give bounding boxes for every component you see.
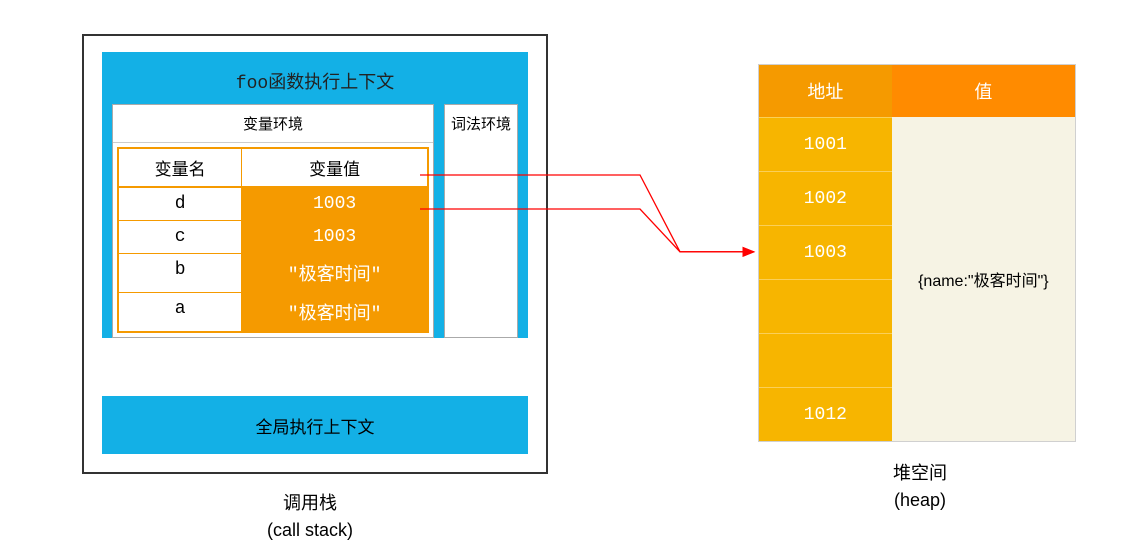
heap-header-value: 值 [892, 65, 1075, 117]
var-value: "极客时间" [242, 253, 427, 292]
callstack-caption-en: (call stack) [210, 517, 410, 544]
lexical-environment: 词法环境 [444, 104, 518, 338]
variable-environment: 变量环境 变量名 变量值 d 1003 c 1003 [112, 104, 434, 338]
heap-header-addr: 地址 [759, 65, 892, 117]
table-row: c 1003 [119, 220, 427, 253]
col-value-header: 变量值 [242, 149, 427, 187]
table-header-row: 变量名 变量值 [119, 149, 427, 187]
heap-box: 地址 值 1001 1002 1003 1012 {name:"极客时间"} [758, 64, 1076, 442]
var-value: 1003 [242, 187, 427, 220]
callstack-caption: 调用栈 (call stack) [210, 490, 410, 544]
table-row: d 1003 [119, 187, 427, 220]
heap-caption: 堆空间 (heap) [820, 460, 1020, 514]
heap-addr-cell: 1002 [759, 171, 892, 225]
var-env-title: 变量环境 [113, 105, 433, 143]
heap-caption-en: (heap) [820, 487, 1020, 514]
heap-value-cell: {name:"极客时间"} [892, 117, 1075, 441]
heap-addr-cell: 1012 [759, 387, 892, 441]
heap-address-column: 1001 1002 1003 1012 [759, 117, 892, 441]
variable-table: 变量名 变量值 d 1003 c 1003 b [117, 147, 429, 333]
var-value: 1003 [242, 220, 427, 253]
var-name: b [119, 253, 242, 292]
foo-context-title: foo函数执行上下文 [112, 62, 518, 104]
col-name-header: 变量名 [119, 149, 242, 187]
var-name: c [119, 220, 242, 253]
table-row: b "极客时间" [119, 253, 427, 292]
heap-addr-cell [759, 333, 892, 387]
heap-addr-cell: 1001 [759, 117, 892, 171]
var-name: d [119, 187, 242, 220]
heap-addr-cell: 1003 [759, 225, 892, 279]
heap-header: 地址 值 [759, 65, 1075, 117]
var-name: a [119, 292, 242, 331]
var-value: "极客时间" [242, 292, 427, 331]
foo-execution-context: foo函数执行上下文 变量环境 变量名 变量值 d 1003 [102, 52, 528, 338]
table-row: a "极客时间" [119, 292, 427, 331]
global-execution-context: 全局执行上下文 [102, 396, 528, 454]
callstack-caption-cn: 调用栈 [210, 490, 410, 517]
callstack-box: foo函数执行上下文 变量环境 变量名 变量值 d 1003 [82, 34, 548, 474]
heap-addr-cell [759, 279, 892, 333]
heap-caption-cn: 堆空间 [820, 460, 1020, 487]
